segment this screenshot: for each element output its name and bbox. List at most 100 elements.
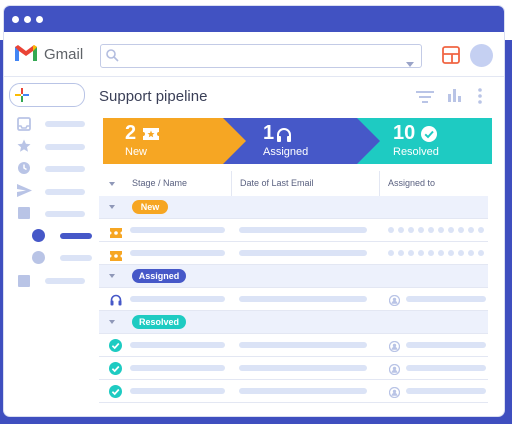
sidebar-item-snoozed[interactable] — [45, 166, 85, 172]
assignee-dot — [478, 250, 484, 256]
sidebar-sublabel-active[interactable] — [60, 233, 92, 239]
chevron-down-icon[interactable] — [109, 274, 115, 278]
check-circle-icon — [109, 385, 122, 403]
stage-label: New — [125, 146, 148, 158]
label-icon[interactable] — [18, 206, 30, 224]
bar-chart-icon[interactable] — [447, 88, 461, 107]
assignee-dot — [468, 250, 474, 256]
chevron-down-icon[interactable] — [406, 54, 414, 72]
stage-count: 1 — [263, 122, 275, 144]
stage-count: 10 — [393, 122, 416, 144]
stage-label: Resolved — [393, 146, 439, 158]
row-assignee-placeholder — [406, 388, 486, 394]
ticket-icon — [110, 225, 122, 243]
sidebar-item-sent[interactable] — [45, 189, 85, 195]
table-row[interactable] — [99, 357, 488, 380]
clock-icon[interactable] — [17, 161, 31, 180]
user-icon — [388, 339, 401, 357]
assignee-dot — [438, 227, 444, 233]
row-name-placeholder — [130, 250, 225, 256]
group-row-resolved[interactable]: Resolved — [99, 311, 488, 334]
star-icon[interactable] — [17, 139, 31, 158]
compose-button[interactable] — [9, 83, 85, 107]
column-header-stage-name[interactable]: Stage / Name — [132, 178, 188, 188]
assignee-dot — [448, 250, 454, 256]
assignee-dot — [438, 250, 444, 256]
gmail-logo-icon[interactable] — [14, 44, 38, 67]
layout-icon[interactable] — [442, 46, 460, 69]
table-row[interactable] — [99, 219, 488, 242]
assignee-dot — [478, 227, 484, 233]
table-row[interactable] — [99, 334, 488, 357]
stage-banner-shapes — [103, 118, 492, 164]
row-date-placeholder — [239, 365, 367, 371]
row-name-placeholder — [130, 342, 225, 348]
avatar[interactable] — [470, 44, 493, 67]
assignee-dot — [388, 227, 394, 233]
window-titlebar — [4, 6, 504, 32]
sub-label-dot[interactable] — [32, 251, 45, 269]
more-vert-icon[interactable] — [478, 88, 482, 109]
sidebar-item-label[interactable] — [45, 211, 85, 217]
chevron-down-icon[interactable] — [109, 205, 115, 209]
filter-icon[interactable] — [416, 90, 434, 108]
sidebar-item-inbox[interactable] — [45, 121, 85, 127]
inbox-icon[interactable] — [17, 117, 31, 136]
table-header: Stage / Name Date of Last Email Assigned… — [99, 171, 488, 197]
chevron-down-icon[interactable] — [109, 320, 115, 324]
status-badge-new: New — [132, 200, 168, 214]
stage-label: Assigned — [263, 146, 309, 158]
sidebar-sublabel[interactable] — [60, 255, 92, 261]
row-name-placeholder — [130, 365, 225, 371]
status-badge-resolved: Resolved — [132, 315, 186, 329]
window-dot-1[interactable] — [12, 16, 19, 23]
user-icon — [388, 293, 401, 311]
chevron-down-icon[interactable] — [109, 182, 115, 186]
row-name-placeholder — [130, 296, 225, 302]
column-header-assigned[interactable]: Assigned to — [388, 178, 436, 188]
window-dot-2[interactable] — [24, 16, 31, 23]
assignee-dot — [468, 227, 474, 233]
group-row-new[interactable]: New — [99, 196, 488, 219]
table-row[interactable] — [99, 288, 488, 311]
assignee-dot — [388, 250, 394, 256]
assignee-dot — [408, 250, 414, 256]
assignee-dot — [428, 250, 434, 256]
send-icon[interactable] — [17, 184, 32, 202]
column-header-date[interactable]: Date of Last Email — [240, 178, 314, 188]
check-circle-icon — [109, 362, 122, 380]
window-dot-3[interactable] — [36, 16, 43, 23]
check-circle-icon — [421, 126, 437, 147]
stage-count: 2 — [125, 122, 137, 144]
row-name-placeholder — [130, 227, 225, 233]
search-input[interactable] — [100, 44, 422, 68]
sidebar-item-label-2[interactable] — [45, 278, 85, 284]
gmail-header: Gmail — [4, 32, 504, 77]
label-icon[interactable] — [18, 274, 30, 292]
stage-resolved[interactable]: 10 Resolved — [375, 118, 492, 164]
assignee-dot — [418, 227, 424, 233]
assignee-dot — [398, 227, 404, 233]
table-row[interactable] — [99, 242, 488, 265]
assignee-dot — [428, 227, 434, 233]
row-date-placeholder — [239, 388, 367, 394]
assignee-dot — [418, 250, 424, 256]
compose-plus-icon — [15, 88, 29, 107]
headset-icon — [276, 127, 292, 148]
group-row-assigned[interactable]: Assigned — [99, 265, 488, 288]
user-icon — [388, 362, 401, 380]
assignee-dot — [408, 227, 414, 233]
stage-assigned[interactable]: 1 Assigned — [241, 118, 376, 164]
user-icon — [388, 385, 401, 403]
app-name: Gmail — [44, 46, 84, 63]
table-row[interactable] — [99, 380, 488, 403]
sidebar-item-starred[interactable] — [45, 144, 85, 150]
row-date-placeholder — [239, 250, 367, 256]
status-badge-assigned: Assigned — [132, 269, 186, 283]
row-name-placeholder — [130, 388, 225, 394]
row-assignee-placeholder — [406, 296, 486, 302]
row-date-placeholder — [239, 342, 367, 348]
stage-new[interactable]: 2 New — [103, 118, 223, 164]
sub-label-dot-active[interactable] — [32, 229, 45, 247]
assignee-dot — [458, 250, 464, 256]
